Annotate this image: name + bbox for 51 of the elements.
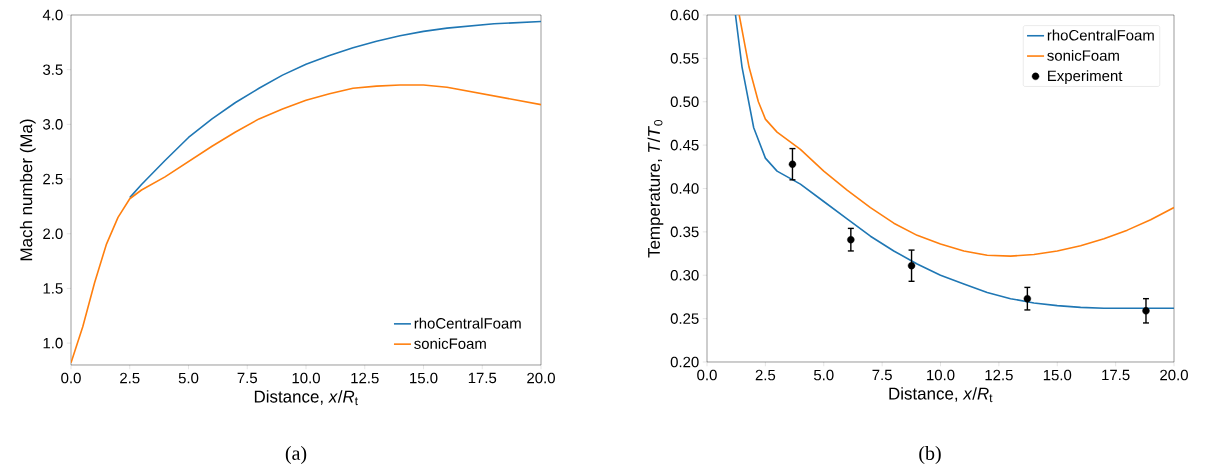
x-tick-label: 5.0 (813, 369, 834, 381)
y-tick-label: 1.0 (43, 337, 63, 349)
y-tick-label: 0.50 (670, 96, 699, 108)
y-tick-label: 0.45 (670, 139, 699, 151)
x-tick-label: 12.5 (985, 369, 1013, 381)
x-tick-label: 0.0 (61, 372, 81, 384)
x-tick-label: 17.5 (1102, 369, 1130, 381)
text: (b) (919, 445, 941, 465)
x-tick-label: 20.0 (527, 372, 555, 384)
x-tick-label: 10.0 (292, 372, 320, 384)
y-tick-label: 0.40 (670, 183, 699, 194)
y-tick-label: 0.55 (670, 53, 699, 64)
x-tick-label: 7.5 (872, 369, 892, 381)
point (847, 235, 855, 244)
y-tick-label: 4.0 (42, 9, 63, 21)
x-tick-label: 12.5 (351, 372, 379, 384)
y-tick-label: 1.5 (43, 283, 63, 294)
x-tick-label: 0.0 (697, 369, 717, 381)
x-axis-title: Distance, x/R$_{t}$ (254, 390, 358, 406)
y-tick-label: 0.25 (670, 313, 699, 324)
point (1023, 294, 1032, 303)
x-tick-label: 15.0 (410, 372, 438, 384)
legend-label: rhoCentralFoam (414, 317, 521, 329)
x-tick-label: 5.0 (178, 372, 199, 384)
y-tick-label: 3.0 (43, 119, 63, 130)
legend-label: sonicFoam (1047, 49, 1119, 61)
y-tick-label: 0.20 (670, 356, 699, 368)
point (907, 262, 916, 270)
x-tick-label: 10.0 (927, 369, 955, 381)
x-tick-label: 20.0 (1160, 369, 1188, 381)
y-tick-label: 3.5 (43, 64, 63, 75)
x-tick-label: 2.5 (755, 369, 776, 381)
legend-label: Experiment (1048, 70, 1123, 85)
x-tick-label: 17.5 (468, 372, 497, 384)
x-tick-label: 7.5 (237, 372, 258, 384)
point (1142, 307, 1150, 315)
y-tick-label: 0.35 (670, 226, 699, 238)
legend-label: rhoCentralFoam (1047, 29, 1154, 41)
point (788, 160, 797, 168)
y-axis-title: Temperature, T/T$_{0}$ (647, 119, 664, 258)
y-tick-label: 0.30 (670, 269, 699, 281)
legend-label: sonicFoam (414, 337, 486, 349)
x-axis-title: Distance, x/R$_{t}$ (889, 387, 993, 403)
y-tick-label: 2.5 (43, 173, 63, 185)
line-series (738, 15, 1174, 257)
x-tick-label: 15.0 (1043, 369, 1072, 381)
y-axis-title: Mach number (Ma) (19, 119, 36, 261)
y-tick-label: 2.0 (43, 228, 63, 240)
x-tick-label: 2.5 (120, 372, 140, 384)
y-tick-label: 0.60 (670, 9, 699, 21)
text: (a) (285, 445, 307, 465)
